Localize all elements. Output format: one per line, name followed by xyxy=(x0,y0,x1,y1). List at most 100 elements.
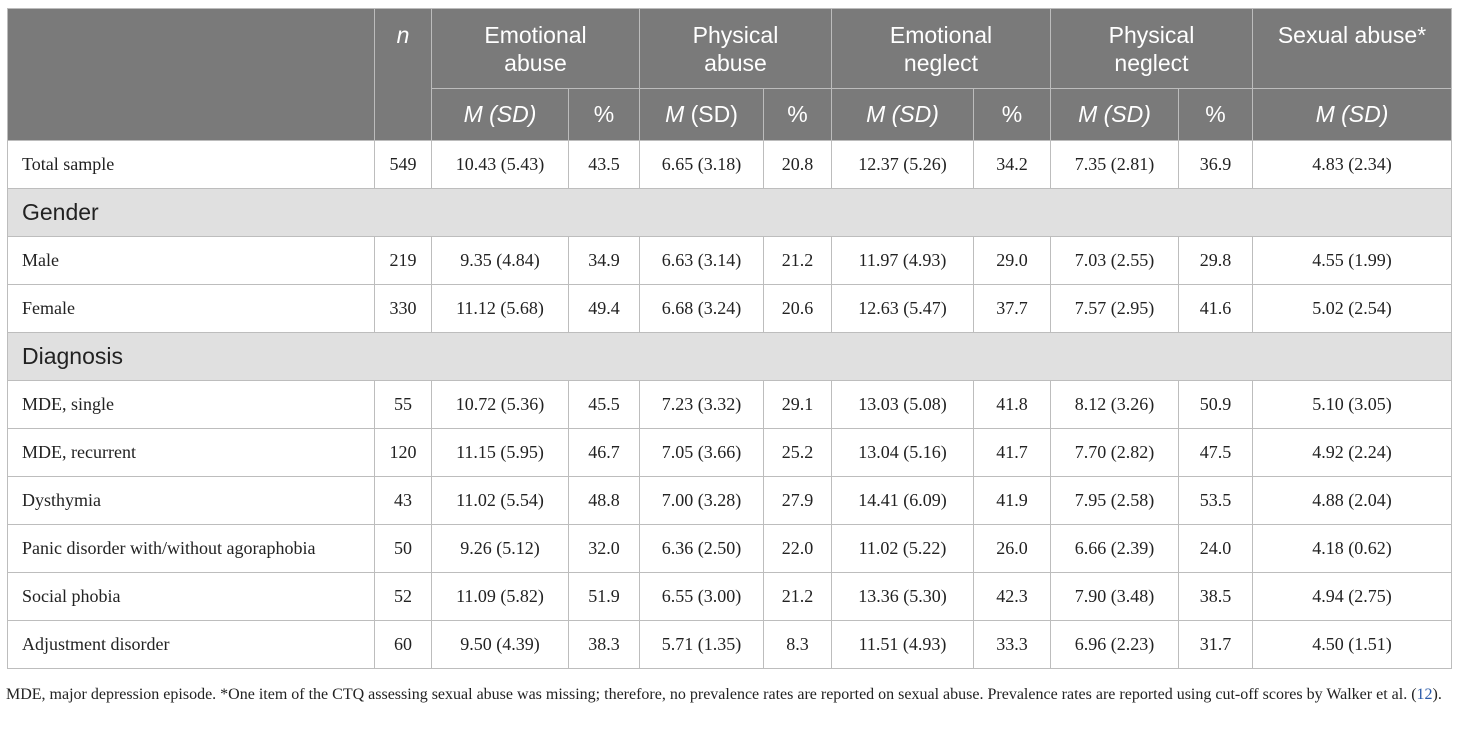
cell-sa: 4.88 (2.04) xyxy=(1252,476,1452,525)
header-pa-pct: % xyxy=(763,88,832,141)
cell-en-p: 41.8 xyxy=(973,380,1051,429)
cell-en-p: 29.0 xyxy=(973,236,1051,285)
cell-pa-p: 20.6 xyxy=(763,284,832,333)
cell-en: 14.41 (6.09) xyxy=(831,476,974,525)
cell-ea-p: 51.9 xyxy=(568,572,640,621)
header-ea-msd: M (SD) xyxy=(431,88,569,141)
cell-pa-p: 21.2 xyxy=(763,572,832,621)
cell-ea-p: 48.8 xyxy=(568,476,640,525)
cell-pn-p: 50.9 xyxy=(1178,380,1253,429)
cell-en: 12.37 (5.26) xyxy=(831,140,974,189)
cell-sa: 4.18 (0.62) xyxy=(1252,524,1452,573)
section-row-diagnosis: Diagnosis xyxy=(7,332,1452,381)
cell-en-p: 26.0 xyxy=(973,524,1051,573)
row-label: Female xyxy=(7,284,375,333)
table-row: Male 219 9.35 (4.84) 34.9 6.63 (3.14) 21.2 11.… xyxy=(7,236,1452,285)
section-row-gender: Gender xyxy=(7,188,1452,237)
cell-ea-p: 34.9 xyxy=(568,236,640,285)
table-header: n Emotional abuse Physical abuse Emotional… xyxy=(7,8,1452,141)
table-row: Total sample 549 10.43 (5.43) 43.5 6.65 (3.1… xyxy=(7,140,1452,189)
cell-pn: 6.96 (2.23) xyxy=(1050,620,1179,669)
cell-pa: 7.00 (3.28) xyxy=(639,476,764,525)
cell-n: 43 xyxy=(374,476,432,525)
cell-pn-p: 47.5 xyxy=(1178,428,1253,477)
cell-pn-p: 41.6 xyxy=(1178,284,1253,333)
header-sexual-abuse: Sexual abuse* xyxy=(1252,8,1452,89)
cell-pa-p: 21.2 xyxy=(763,236,832,285)
table-row: MDE, recurrent 120 11.15 (5.95) 46.7 7.05 (3… xyxy=(7,428,1452,477)
cell-ea: 11.09 (5.82) xyxy=(431,572,569,621)
header-pn-msd: M (SD) xyxy=(1050,88,1179,141)
cell-en-p: 41.9 xyxy=(973,476,1051,525)
cell-pn: 7.95 (2.58) xyxy=(1050,476,1179,525)
cell-pa: 6.65 (3.18) xyxy=(639,140,764,189)
cell-n: 60 xyxy=(374,620,432,669)
results-table: n Emotional abuse Physical abuse Emotional… xyxy=(7,8,1452,669)
cell-ea: 10.43 (5.43) xyxy=(431,140,569,189)
table-row: Panic disorder with/without agoraphobia 5… xyxy=(7,524,1452,573)
cell-n: 55 xyxy=(374,380,432,429)
cell-ea-p: 46.7 xyxy=(568,428,640,477)
row-label: MDE, single xyxy=(7,380,375,429)
cell-sa: 5.10 (3.05) xyxy=(1252,380,1452,429)
cell-n: 330 xyxy=(374,284,432,333)
cell-n: 120 xyxy=(374,428,432,477)
header-pn-pct: % xyxy=(1178,88,1253,141)
cell-n: 52 xyxy=(374,572,432,621)
cell-n: 219 xyxy=(374,236,432,285)
header-blank-cell xyxy=(7,8,375,141)
cell-pn-p: 24.0 xyxy=(1178,524,1253,573)
cell-sa: 5.02 (2.54) xyxy=(1252,284,1452,333)
cell-sa: 4.50 (1.51) xyxy=(1252,620,1452,669)
cell-en-p: 34.2 xyxy=(973,140,1051,189)
cell-ea: 9.35 (4.84) xyxy=(431,236,569,285)
cell-sa: 4.92 (2.24) xyxy=(1252,428,1452,477)
cell-pa: 7.23 (3.32) xyxy=(639,380,764,429)
cell-en: 13.03 (5.08) xyxy=(831,380,974,429)
cell-ea-p: 43.5 xyxy=(568,140,640,189)
cell-pa-p: 20.8 xyxy=(763,140,832,189)
cell-en: 13.36 (5.30) xyxy=(831,572,974,621)
cell-pn-p: 53.5 xyxy=(1178,476,1253,525)
table-row: Adjustment disorder 60 9.50 (4.39) 38.3 5.71… xyxy=(7,620,1452,669)
cell-sa: 4.94 (2.75) xyxy=(1252,572,1452,621)
header-ea-pct: % xyxy=(568,88,640,141)
table-row: Female 330 11.12 (5.68) 49.4 6.68 (3.24) 20.6… xyxy=(7,284,1452,333)
cell-en: 11.97 (4.93) xyxy=(831,236,974,285)
row-label: Panic disorder with/without agoraphobia xyxy=(7,524,375,573)
cell-sa: 4.55 (1.99) xyxy=(1252,236,1452,285)
cell-pa-p: 27.9 xyxy=(763,476,832,525)
cell-pn-p: 36.9 xyxy=(1178,140,1253,189)
cell-pn: 6.66 (2.39) xyxy=(1050,524,1179,573)
cell-n: 549 xyxy=(374,140,432,189)
header-physical-abuse: Physical abuse xyxy=(639,8,832,89)
cell-pn: 8.12 (3.26) xyxy=(1050,380,1179,429)
cell-ea: 9.26 (5.12) xyxy=(431,524,569,573)
header-emotional-neglect: Emotional neglect xyxy=(831,8,1051,89)
cell-pn: 7.03 (2.55) xyxy=(1050,236,1179,285)
cell-en-p: 42.3 xyxy=(973,572,1051,621)
cell-ea: 11.02 (5.54) xyxy=(431,476,569,525)
row-label: Adjustment disorder xyxy=(7,620,375,669)
cell-pn: 7.35 (2.81) xyxy=(1050,140,1179,189)
cell-en-p: 41.7 xyxy=(973,428,1051,477)
table-footnote: MDE, major depression episode. *One item… xyxy=(6,686,1442,703)
cell-ea: 11.15 (5.95) xyxy=(431,428,569,477)
cell-pa: 6.63 (3.14) xyxy=(639,236,764,285)
header-sa-msd: M (SD) xyxy=(1252,88,1452,141)
cell-pn-p: 29.8 xyxy=(1178,236,1253,285)
row-label: Male xyxy=(7,236,375,285)
reference-link[interactable]: 12 xyxy=(1416,686,1433,703)
header-n: n xyxy=(374,8,432,141)
cell-pa-p: 29.1 xyxy=(763,380,832,429)
cell-pn: 7.57 (2.95) xyxy=(1050,284,1179,333)
cell-pn: 7.70 (2.82) xyxy=(1050,428,1179,477)
cell-en-p: 33.3 xyxy=(973,620,1051,669)
cell-pn: 7.90 (3.48) xyxy=(1050,572,1179,621)
cell-pa: 6.68 (3.24) xyxy=(639,284,764,333)
cell-pa-p: 22.0 xyxy=(763,524,832,573)
cell-pn-p: 31.7 xyxy=(1178,620,1253,669)
row-label: Dysthymia xyxy=(7,476,375,525)
cell-pa: 7.05 (3.66) xyxy=(639,428,764,477)
row-label: MDE, recurrent xyxy=(7,428,375,477)
